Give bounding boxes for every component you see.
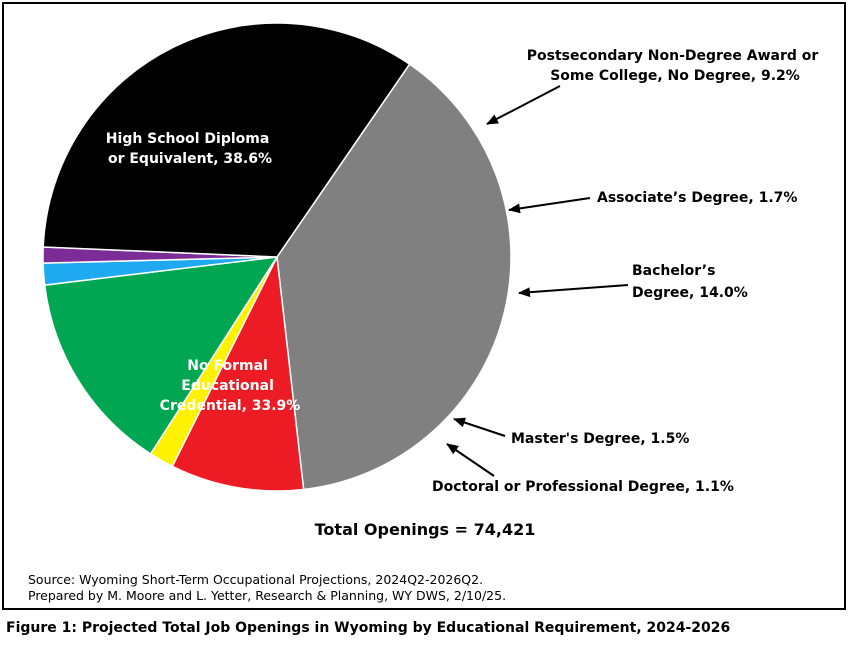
source-line-1: Source: Wyoming Short-Term Occupational … xyxy=(28,572,484,587)
pie-slice-postsecondary-non-degree-award-or-some-college-no-degree xyxy=(171,254,305,492)
arrow-postsecondary xyxy=(486,85,561,125)
arrow-masters xyxy=(453,417,506,437)
label-high-school: High School Diploma or Equivalent, 38.6% xyxy=(106,131,274,167)
label-no-formal: No Formal Educational Credential, 33.9% xyxy=(160,358,301,414)
label-postsecondary: Postsecondary Non-Degree Award or Some C… xyxy=(527,48,823,84)
arrow-bachelors xyxy=(518,284,629,298)
label-doctoral: Doctoral or Professional Degree, 1.1% xyxy=(432,479,734,495)
figure-caption: Figure 1: Projected Total Job Openings i… xyxy=(6,620,731,636)
arrow-associates xyxy=(508,197,591,214)
label-masters: Master's Degree, 1.5% xyxy=(511,431,689,447)
source-note: Source: Wyoming Short-Term Occupational … xyxy=(28,572,506,604)
pie-slice-no-formal-educational-credential xyxy=(42,22,411,258)
label-bachelors: Bachelor’s Degree, 14.0% xyxy=(632,263,748,301)
total-openings: Total Openings = 74,421 xyxy=(314,520,536,539)
source-line-2: Prepared by M. Moore and L. Yetter, Rese… xyxy=(28,588,507,603)
label-associates: Associate’s Degree, 1.7% xyxy=(597,190,797,206)
pie-slice-high-school-diploma-or-equivalent xyxy=(276,63,512,491)
arrow-doctoral xyxy=(446,443,495,477)
pie-slice-bachelor-s-degree xyxy=(43,256,279,455)
